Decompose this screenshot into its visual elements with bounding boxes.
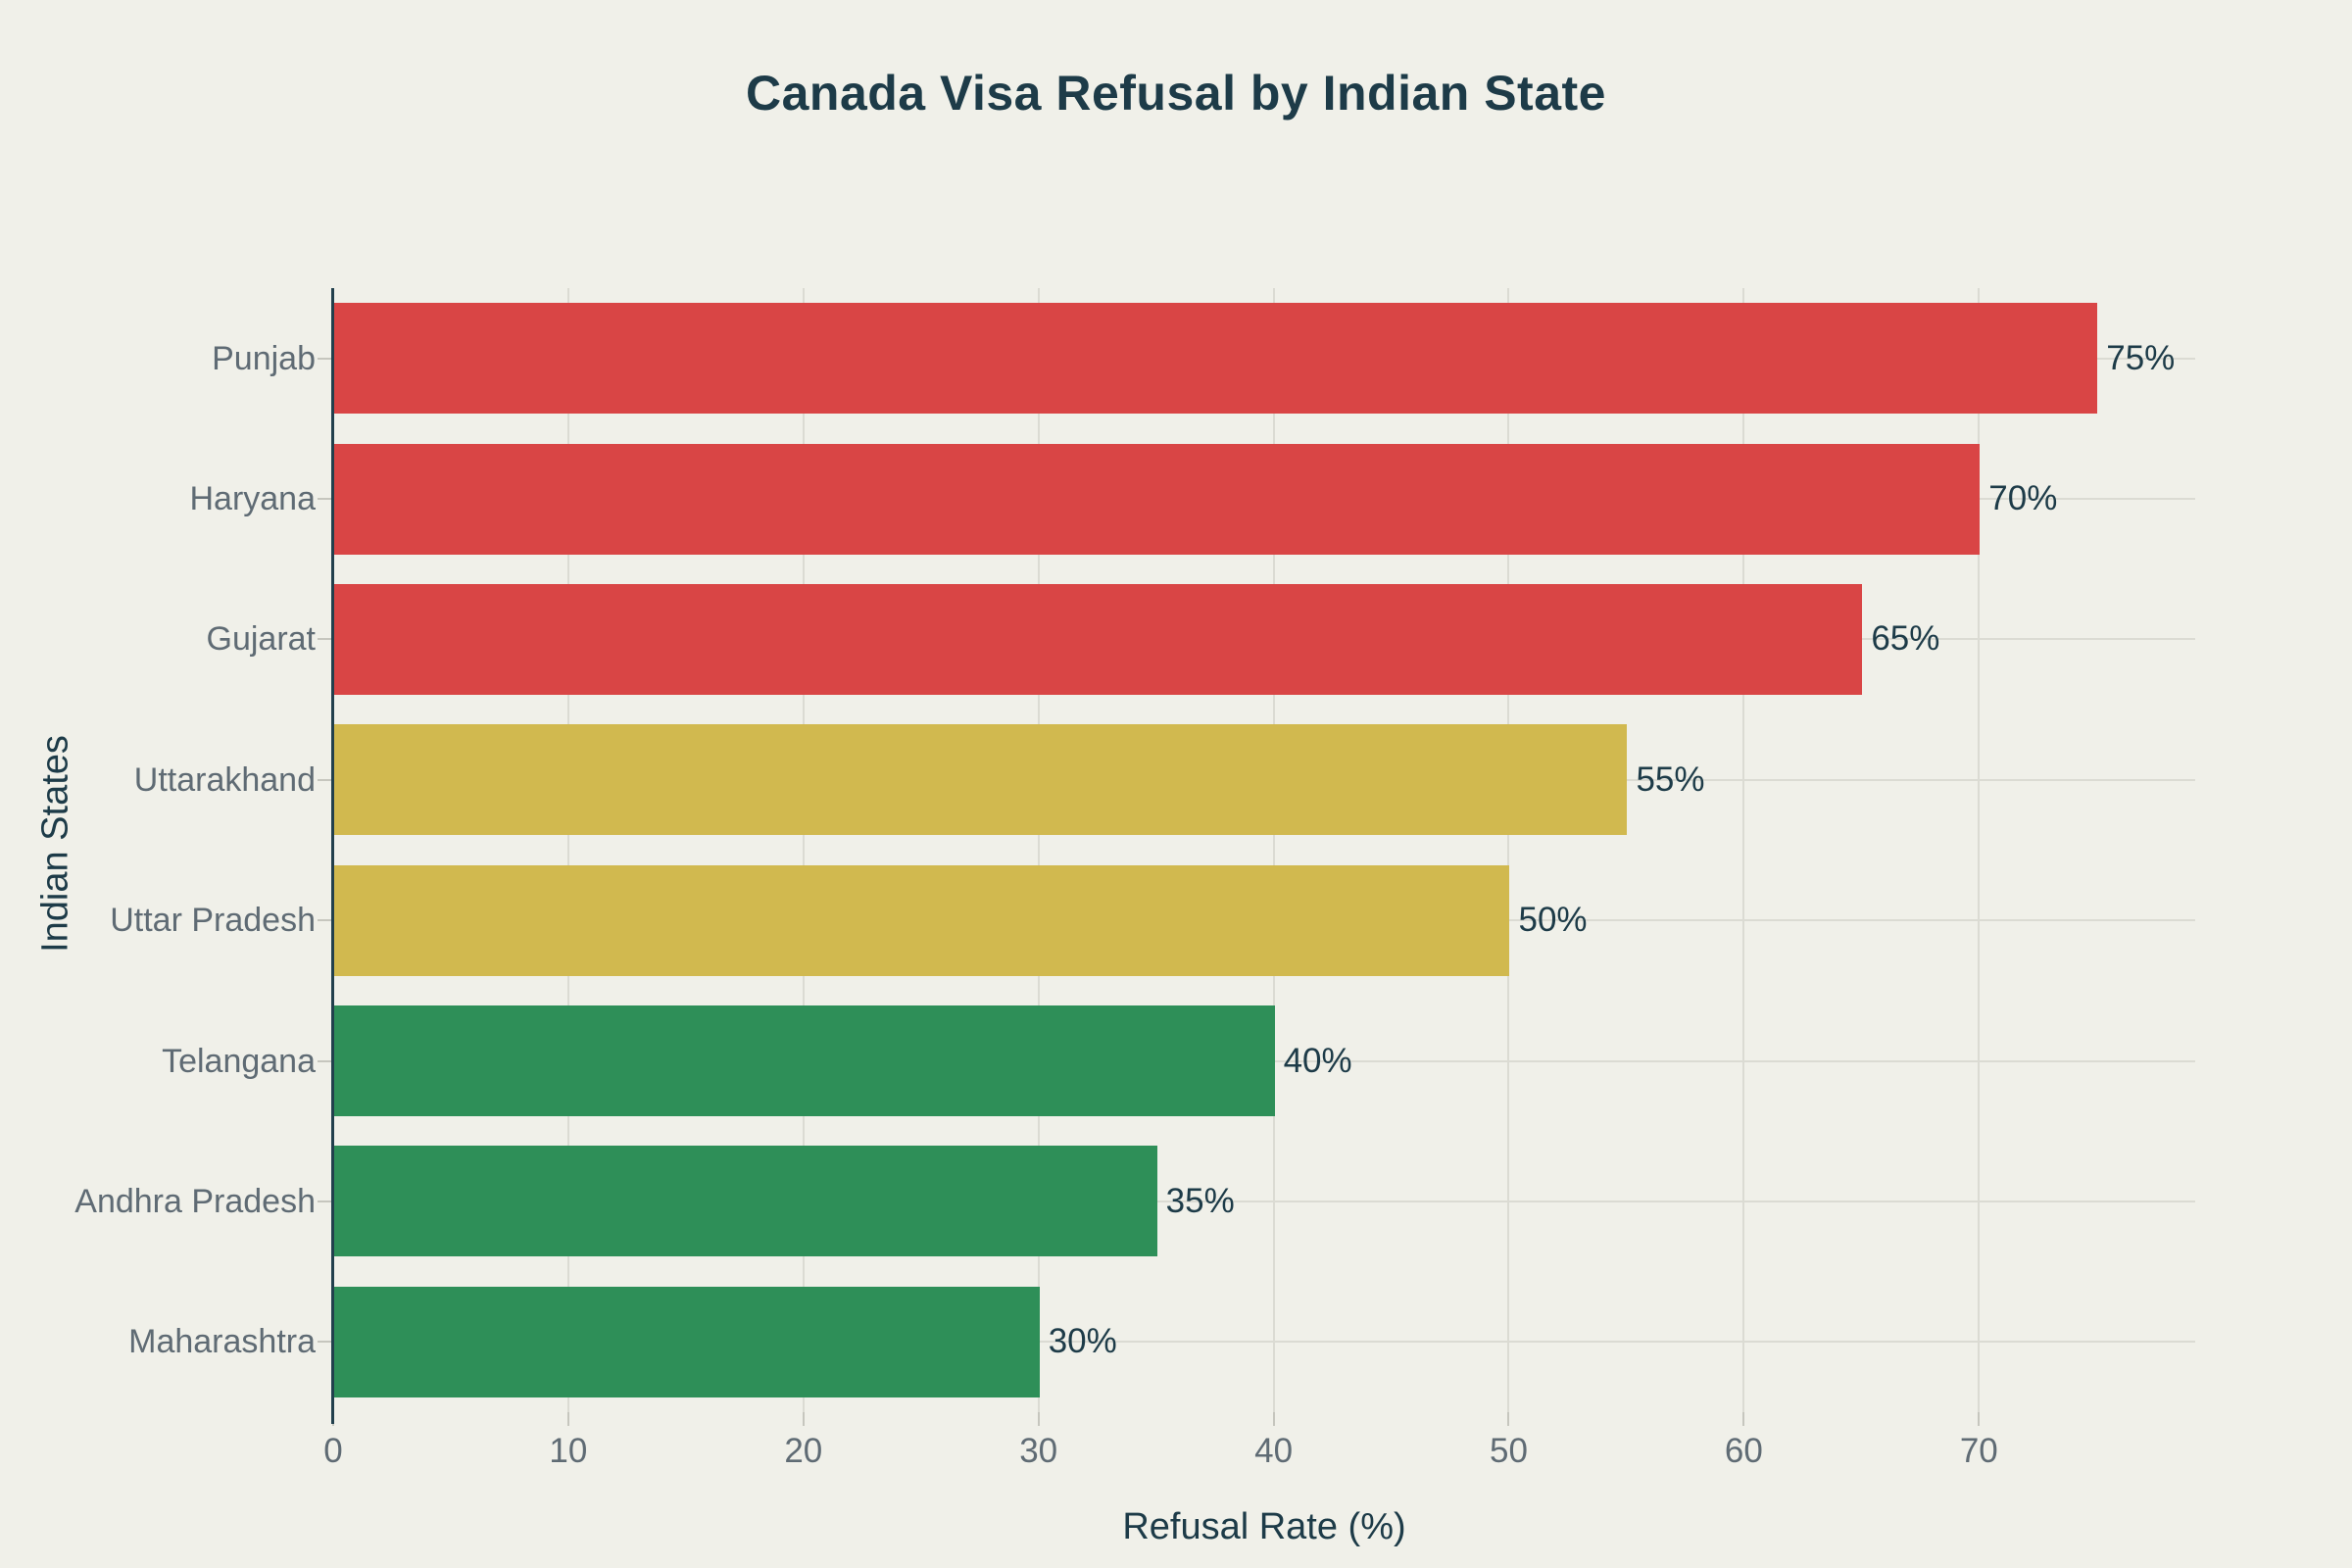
v-gridline-10 xyxy=(566,288,569,1412)
chart-title: Canada Visa Refusal by Indian State xyxy=(746,66,1606,121)
category-label-gujarat: Gujarat xyxy=(206,620,317,659)
category-label-haryana: Haryana xyxy=(189,480,316,518)
x-tick-60 xyxy=(1742,1412,1745,1426)
category-label-telangana: Telangana xyxy=(162,1042,316,1080)
x-tick-20 xyxy=(802,1412,805,1426)
h-gridline-maharashtra xyxy=(333,1341,2195,1344)
v-gridline-50 xyxy=(1507,288,1510,1412)
x-tick-label-60: 60 xyxy=(1724,1432,1763,1470)
value-label-telangana: 40% xyxy=(1283,1041,1352,1080)
y-tick-maharashtra xyxy=(318,1341,331,1344)
x-tick-label-0: 0 xyxy=(323,1432,343,1470)
y-axis-line xyxy=(331,288,334,1424)
h-gridline-andhra-pradesh xyxy=(333,1200,2195,1202)
category-label-maharashtra: Maharashtra xyxy=(128,1323,316,1361)
x-tick-label-20: 20 xyxy=(784,1432,823,1470)
value-label-andhra-pradesh: 35% xyxy=(1165,1181,1235,1220)
x-axis-title: Refusal Rate (%) xyxy=(1122,1506,1406,1547)
v-gridline-70 xyxy=(1978,288,1981,1412)
bar-maharashtra[interactable] xyxy=(334,1286,1040,1397)
value-label-uttarakhand: 55% xyxy=(1636,760,1705,799)
y-tick-uttarakhand xyxy=(318,778,331,781)
y-tick-telangana xyxy=(318,1059,331,1062)
x-tick-label-30: 30 xyxy=(1019,1432,1058,1470)
x-tick-label-40: 40 xyxy=(1254,1432,1294,1470)
x-tick-70 xyxy=(1978,1412,1981,1426)
bar-gujarat[interactable] xyxy=(334,583,1863,695)
x-tick-10 xyxy=(566,1412,569,1426)
y-tick-haryana xyxy=(318,498,331,501)
v-gridline-30 xyxy=(1037,288,1040,1412)
v-gridline-60 xyxy=(1742,288,1745,1412)
y-tick-andhra-pradesh xyxy=(318,1200,331,1202)
bar-uttarakhand[interactable] xyxy=(334,724,1628,836)
v-gridline-40 xyxy=(1272,288,1275,1412)
value-label-uttar-pradesh: 50% xyxy=(1518,901,1588,940)
x-tick-label-50: 50 xyxy=(1490,1432,1528,1470)
value-label-maharashtra: 30% xyxy=(1048,1322,1117,1361)
y-tick-uttar-pradesh xyxy=(318,919,331,922)
bar-haryana[interactable] xyxy=(334,443,1981,555)
y-tick-gujarat xyxy=(318,638,331,641)
x-tick-30 xyxy=(1037,1412,1040,1426)
category-label-uttar-pradesh: Uttar Pradesh xyxy=(110,902,316,940)
x-tick-label-70: 70 xyxy=(1959,1432,1998,1470)
bar-punjab[interactable] xyxy=(334,303,2098,415)
category-label-andhra-pradesh: Andhra Pradesh xyxy=(74,1182,316,1220)
value-label-gujarat: 65% xyxy=(1871,619,1940,659)
x-tick-40 xyxy=(1272,1412,1275,1426)
bar-telangana[interactable] xyxy=(334,1005,1275,1117)
value-label-haryana: 70% xyxy=(1988,479,2058,518)
x-tick-50 xyxy=(1507,1412,1510,1426)
x-tick-label-10: 10 xyxy=(549,1432,588,1470)
category-label-uttarakhand: Uttarakhand xyxy=(133,760,316,799)
y-tick-punjab xyxy=(318,357,331,360)
bar-andhra-pradesh[interactable] xyxy=(334,1146,1157,1257)
bar-uttar-pradesh[interactable] xyxy=(334,864,1510,976)
v-gridline-20 xyxy=(802,288,805,1412)
category-label-punjab: Punjab xyxy=(212,339,316,377)
value-label-punjab: 75% xyxy=(2106,338,2176,377)
